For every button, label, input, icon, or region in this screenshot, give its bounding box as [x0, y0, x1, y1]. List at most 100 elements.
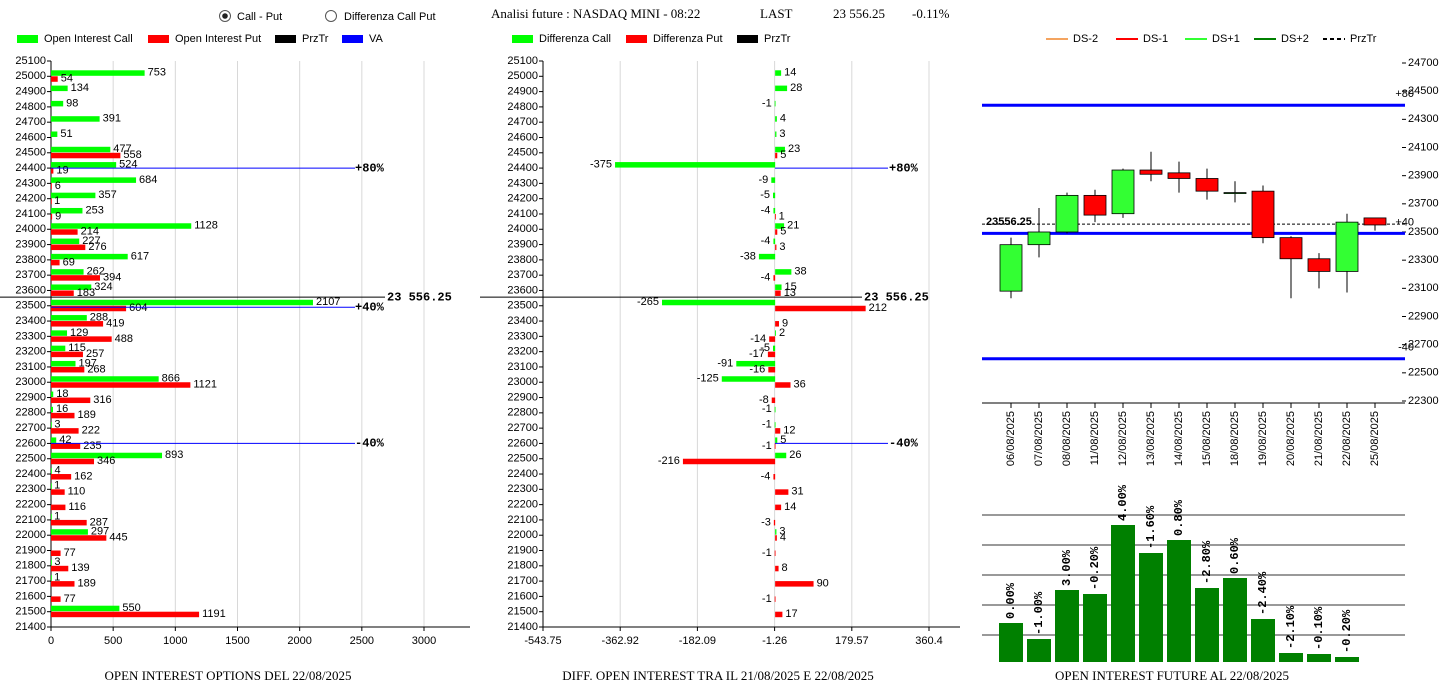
data-label: 36: [794, 379, 806, 391]
radio-label[interactable]: Differenza Call Put: [344, 11, 436, 23]
legend-swatch: [512, 35, 533, 43]
legend-swatch: [148, 35, 169, 43]
bar: [51, 550, 61, 557]
bar: [615, 162, 776, 168]
data-label: 14: [784, 501, 796, 513]
data-label: 129: [70, 327, 88, 339]
y-tick-label: 21500: [507, 606, 538, 618]
legend-swatch: [17, 35, 38, 43]
radio-button[interactable]: [325, 10, 337, 22]
bar: [775, 116, 777, 122]
y-tick-label: 22600: [15, 437, 46, 449]
chart-title: OPEN INTEREST FUTURE AL 22/08/2025: [1055, 668, 1289, 683]
data-label: 134: [71, 82, 89, 94]
bar: [773, 474, 776, 480]
data-label: 235: [83, 440, 101, 452]
level-label: +80%: [355, 161, 385, 175]
y-tick-label: 24500: [507, 147, 538, 159]
y-tick-label: 22500: [1408, 367, 1439, 379]
data-label: -1: [762, 97, 772, 109]
y-tick-label: 21800: [507, 560, 538, 572]
bar: [51, 76, 58, 82]
data-label: 268: [87, 363, 105, 375]
x-tick-label: 500: [104, 635, 122, 647]
data-label: 116: [68, 501, 86, 513]
radio-label[interactable]: Call - Put: [237, 11, 282, 23]
data-label: 90: [817, 578, 829, 590]
data-label: 3: [779, 241, 785, 253]
bar: [51, 519, 87, 526]
price-label: 23556.25: [986, 216, 1032, 228]
bar: [51, 376, 159, 382]
y-tick-label: 24100: [507, 208, 538, 220]
y-tick-label: 22700: [15, 422, 46, 434]
x-tick-label: 1000: [163, 635, 187, 647]
bar: [1335, 657, 1359, 662]
data-label: 6: [55, 180, 61, 192]
data-label: 253: [85, 204, 103, 216]
data-label: -1: [762, 419, 772, 431]
level-label: 23 556.25: [387, 290, 452, 304]
bar: [773, 275, 776, 281]
candle-body: [1167, 172, 1191, 179]
candle-body: [999, 244, 1023, 292]
data-label: 4: [54, 464, 60, 476]
data-label: 28: [790, 82, 802, 94]
data-label: -3: [761, 516, 771, 528]
bar: [773, 207, 776, 214]
y-tick-label: 23000: [15, 376, 46, 388]
data-label: 189: [77, 578, 95, 590]
bar: [775, 611, 783, 618]
bar: [51, 177, 137, 183]
data-label: 0.00%: [1004, 582, 1018, 619]
bar: [775, 284, 782, 290]
y-tick-label: 24500: [15, 147, 46, 159]
bar: [51, 513, 52, 520]
data-label: 54: [61, 73, 73, 85]
data-label: 26: [789, 449, 801, 461]
data-label: 1121: [193, 379, 217, 391]
data-label: 753: [148, 67, 166, 79]
y-tick-label: 23800: [15, 254, 46, 266]
data-label: 558: [123, 149, 141, 161]
y-tick-label: 21500: [15, 606, 46, 618]
y-tick-label: 21800: [15, 560, 46, 572]
bar: [51, 474, 72, 480]
bar: [999, 623, 1023, 662]
data-label: 5: [780, 434, 786, 446]
data-label: 550: [122, 602, 140, 614]
bar: [51, 207, 83, 214]
bar: [51, 428, 79, 434]
y-tick-label: 23100: [1408, 282, 1439, 294]
candle-body: [1223, 192, 1247, 194]
radio-dot[interactable]: [222, 13, 228, 19]
data-label: 222: [82, 425, 100, 437]
bar: [775, 269, 792, 275]
bar: [51, 437, 57, 443]
bar: [768, 366, 776, 373]
candle-body: [1251, 190, 1275, 239]
data-label: 227: [82, 235, 100, 247]
y-tick-label: 24300: [15, 177, 46, 189]
data-label: -5: [760, 189, 770, 201]
bar: [51, 192, 96, 199]
bar: [51, 315, 87, 321]
legend-label: DS+1: [1212, 33, 1240, 45]
bar: [51, 489, 65, 495]
x-tick-label: 13/08/2025: [1145, 411, 1157, 466]
x-tick-label: 2000: [287, 635, 311, 647]
bar: [775, 305, 866, 312]
bar: [51, 100, 64, 107]
x-tick-label: -1.26: [762, 635, 787, 647]
bar: [51, 269, 84, 275]
data-label: 139: [71, 562, 89, 574]
x-tick-label: -182.09: [679, 635, 716, 647]
data-label: 316: [93, 394, 111, 406]
y-tick-label: 23600: [507, 284, 538, 296]
x-tick-label: 19/08/2025: [1257, 411, 1269, 466]
x-tick-label: 20/08/2025: [1285, 411, 1297, 466]
y-tick-label: 23500: [1408, 226, 1439, 238]
bar: [721, 376, 776, 382]
data-label: 445: [109, 532, 127, 544]
y-tick-label: 24800: [15, 101, 46, 113]
